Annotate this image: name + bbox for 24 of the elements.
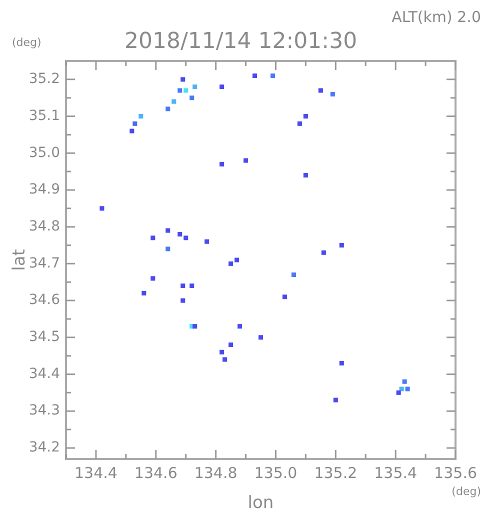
y-tick-label: 34.9 xyxy=(28,182,60,198)
x-tick-label: 134.4 xyxy=(74,464,118,482)
x-tick-label: 135.0 xyxy=(254,464,298,482)
y-tick-label: 35.0 xyxy=(28,144,60,161)
text: (deg) xyxy=(452,485,481,498)
chart-title: 2018/11/14 12:01:30 xyxy=(124,29,358,54)
y-tick-label: 34.4 xyxy=(28,366,60,382)
text: ALT(km) 2.0 xyxy=(392,8,481,26)
y-tick-label: 34.7 xyxy=(28,255,60,272)
x-tick-label: 135.4 xyxy=(374,464,418,482)
x-tick-label: 134.6 xyxy=(134,464,178,482)
x-tick-label: 135.2 xyxy=(314,464,358,482)
y-tick-label: 34.6 xyxy=(28,292,60,308)
y-tick-label: 34.3 xyxy=(28,402,60,419)
x-tick-label: 135.6 xyxy=(434,464,478,482)
x-tick-label: 134.8 xyxy=(194,464,238,482)
y-tick-label: 34.5 xyxy=(28,329,60,346)
y-axis-title: lat xyxy=(9,248,30,271)
y-tick-label: 35.1 xyxy=(28,108,60,124)
x-axis-title: lon xyxy=(248,493,274,513)
y-tick-label: 35.2 xyxy=(28,71,60,88)
y-tick-label: 34.8 xyxy=(28,218,60,234)
y-tick-label: 34.2 xyxy=(28,440,60,456)
text: (deg) xyxy=(12,36,42,49)
